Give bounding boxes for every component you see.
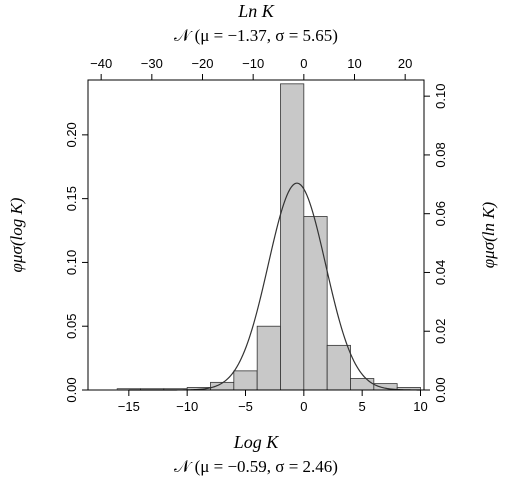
right-axis-tick-label: 0.08: [433, 142, 448, 167]
left-axis-tick-label: 0.00: [64, 377, 79, 402]
top-axis-tick-label: 20: [398, 56, 412, 71]
bottom-axis-tick-label: 5: [359, 399, 366, 414]
left-axis-label: φμσ(log K): [7, 197, 26, 272]
histogram-bar: [280, 83, 305, 391]
top-axis-tick-label: 0: [300, 56, 307, 71]
right-axis-tick-label: 0.00: [433, 377, 448, 402]
top-axis-tick-label: 10: [347, 56, 361, 71]
histogram-bar: [256, 325, 281, 391]
bottom-axis-tick-label: −10: [176, 399, 198, 414]
top-axis-label: Ln K: [237, 1, 275, 21]
left-axis-tick-label: 0.10: [64, 250, 79, 275]
left-axis-tick-label: 0.05: [64, 314, 79, 339]
histogram-bars: [116, 83, 421, 391]
left-axis-tick-label: 0.20: [64, 122, 79, 147]
bottom-axis-tick-label: −5: [238, 399, 253, 414]
top-axis-tick-label: −10: [242, 56, 264, 71]
top-axis-tick-label: −40: [90, 56, 112, 71]
histogram-bar: [303, 216, 328, 391]
histogram-bar: [350, 378, 375, 391]
bottom-axis-tick-label: 0: [300, 399, 307, 414]
histogram-bar: [326, 344, 351, 391]
right-axis-label: φμσ(ln K): [479, 201, 498, 268]
right-axis-tick-label: 0.04: [433, 260, 448, 285]
bottom-axis-tick-label: −15: [118, 399, 140, 414]
bottom-axis-tick-label: 10: [413, 399, 427, 414]
left-axis-tick-label: 0.15: [64, 186, 79, 211]
right-axis-tick-label: 0.10: [433, 84, 448, 109]
right-axis-tick-label: 0.06: [433, 201, 448, 226]
bottom-axis-label: Log K: [233, 432, 280, 452]
top-axis-tick-label: −20: [191, 56, 213, 71]
axes: −15 −10 −5 0 5 10 −40 −30 −20 −10 0 10 20 0.00 0.05 0.1…: [64, 56, 448, 414]
histogram-bar: [233, 370, 258, 391]
top-axis-distribution: 𝒩 (μ = −1.37, σ = 5.65): [174, 26, 338, 45]
right-axis-tick-label: 0.02: [433, 319, 448, 344]
plot-frame: [87, 79, 425, 391]
top-axis-tick-label: −30: [141, 56, 163, 71]
bottom-axis-distribution: 𝒩 (μ = −0.59, σ = 2.46): [174, 457, 338, 476]
